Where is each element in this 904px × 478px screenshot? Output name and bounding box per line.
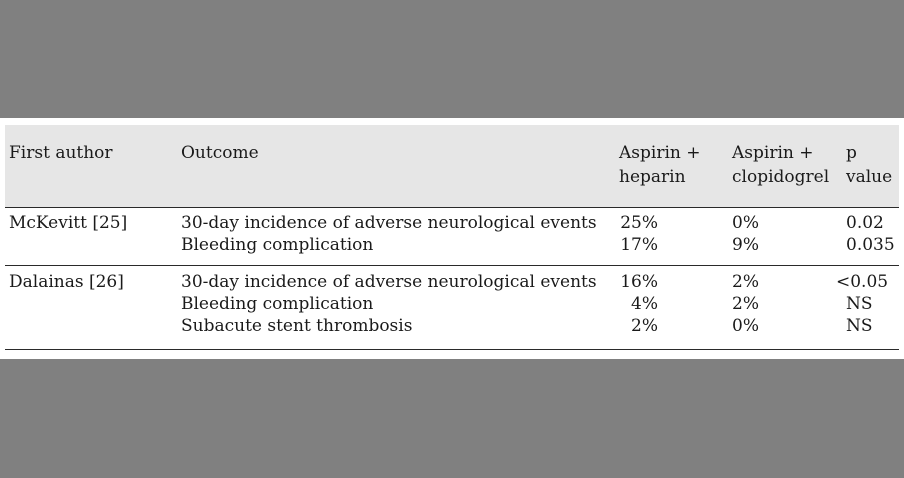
row-author-dalainas: Dalainas [26] bbox=[9, 272, 124, 292]
header-aspirin-heparin-line1: Aspirin + bbox=[619, 143, 701, 163]
p-value-cell: <0.05 bbox=[836, 272, 889, 292]
outcome-cell: 30-day incidence of adverse neurological… bbox=[181, 213, 597, 233]
p-value-cell: 0.035 bbox=[846, 235, 895, 255]
aspirin-clopidogrel-cell: 0% bbox=[732, 316, 759, 336]
header-outcome: Outcome bbox=[181, 143, 259, 163]
outcome-cell: Subacute stent thrombosis bbox=[181, 316, 413, 336]
p-value-cell: 0.02 bbox=[846, 213, 884, 233]
outcome-cell: 30-day incidence of adverse neurological… bbox=[181, 272, 597, 292]
table-panel: First author Outcome Aspirin + heparin A… bbox=[0, 118, 904, 359]
aspirin-heparin-cell: 16% bbox=[620, 272, 658, 292]
outcome-cell: Bleeding complication bbox=[181, 235, 374, 255]
aspirin-clopidogrel-cell: 2% bbox=[732, 294, 759, 314]
header-p-value-line2: value bbox=[846, 167, 893, 187]
header-aspirin-clopidogrel-line2: clopidogrel bbox=[732, 167, 830, 187]
aspirin-clopidogrel-cell: 0% bbox=[732, 213, 759, 233]
header-band bbox=[5, 125, 899, 207]
header-p-value-line1: p bbox=[846, 143, 857, 163]
aspirin-heparin-cell: 2% bbox=[631, 316, 658, 336]
p-value-cell: NS bbox=[846, 316, 873, 336]
aspirin-heparin-cell: 4% bbox=[631, 294, 658, 314]
header-aspirin-heparin-line2: heparin bbox=[619, 167, 686, 187]
aspirin-heparin-cell: 17% bbox=[620, 235, 658, 255]
p-value-cell: NS bbox=[846, 294, 873, 314]
aspirin-clopidogrel-cell: 2% bbox=[732, 272, 759, 292]
header-rule bbox=[5, 207, 899, 208]
aspirin-heparin-cell: 25% bbox=[620, 213, 658, 233]
aspirin-clopidogrel-cell: 9% bbox=[732, 235, 759, 255]
outcome-cell: Bleeding complication bbox=[181, 294, 374, 314]
header-aspirin-clopidogrel-line1: Aspirin + bbox=[732, 143, 814, 163]
row-author-mckevitt: McKevitt [25] bbox=[9, 213, 128, 233]
bottom-rule bbox=[5, 349, 899, 350]
group-divider bbox=[5, 265, 899, 266]
header-first-author: First author bbox=[9, 143, 113, 163]
